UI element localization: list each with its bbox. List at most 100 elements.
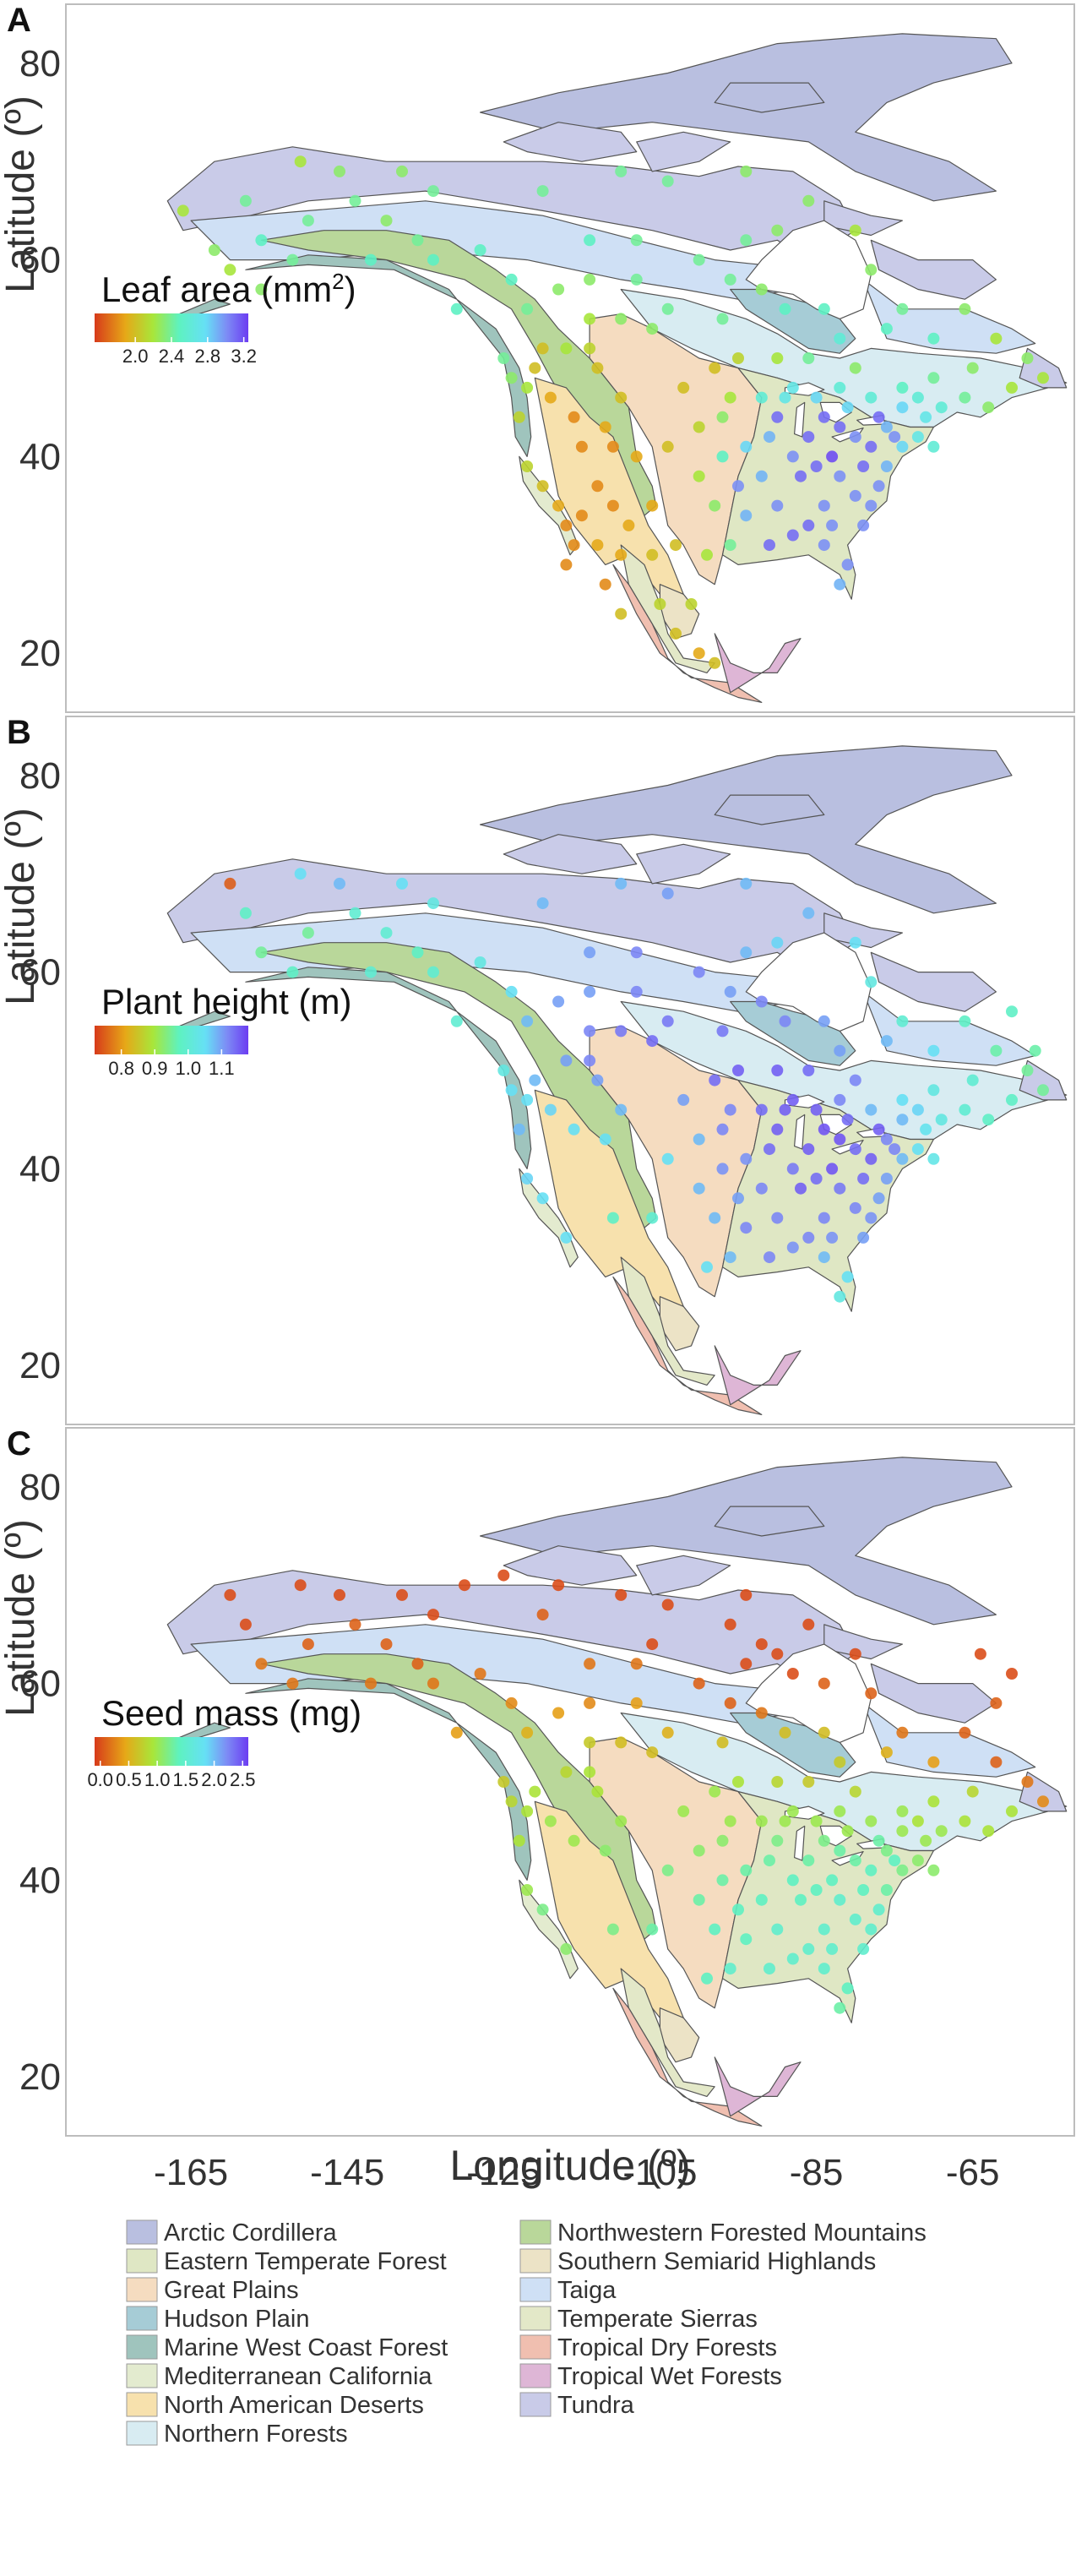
data-point: [529, 1074, 541, 1086]
data-point: [630, 273, 643, 286]
data-point: [513, 1123, 525, 1136]
legend-label: Tropical Wet Forests: [557, 2363, 782, 2390]
data-point: [396, 877, 408, 890]
data-point: [685, 598, 698, 610]
data-point: [584, 1766, 596, 1778]
data-point: [536, 342, 549, 355]
data-point: [661, 1598, 674, 1611]
data-point: [411, 946, 424, 959]
data-point: [865, 1687, 878, 1700]
legend-swatch: [519, 2306, 552, 2331]
data-point: [896, 381, 909, 394]
data-point: [834, 1093, 846, 1106]
data-point: [865, 499, 878, 512]
data-point: [818, 1123, 830, 1136]
data-point: [584, 313, 596, 325]
data-point: [630, 985, 643, 998]
data-point: [826, 1942, 839, 1955]
x-tick-label: -85: [790, 2152, 844, 2193]
data-point: [771, 1647, 784, 1660]
data-point: [615, 1103, 628, 1116]
data-point: [834, 1290, 846, 1303]
legend-item: Tundra: [519, 2392, 635, 2419]
region-tropical-dry-forests: [612, 1987, 763, 2127]
data-point: [716, 450, 729, 463]
region-northwestern-forested-mountains: [260, 230, 657, 516]
data-point: [802, 1618, 815, 1631]
colorbar-tick-label: 3.2: [231, 346, 257, 367]
data-point: [732, 1192, 744, 1205]
data-point: [724, 539, 736, 552]
legend-item: Eastern Temperate Forest: [126, 2248, 447, 2275]
data-point: [755, 1815, 768, 1827]
data-point: [927, 1044, 940, 1057]
colorbar-title: Seed mass (mg): [101, 1693, 361, 1733]
data-point: [505, 985, 518, 998]
data-point: [724, 391, 736, 404]
data-point: [786, 1874, 799, 1887]
data-point: [927, 332, 940, 345]
data-point: [716, 1736, 729, 1749]
data-point: [560, 1231, 573, 1244]
data-point: [661, 1864, 674, 1876]
y-tick-label: 60: [19, 240, 61, 281]
data-point: [497, 1776, 510, 1788]
data-point: [865, 264, 878, 276]
region-tropical-dry-forests: [612, 1276, 763, 1415]
data-point: [584, 273, 596, 286]
data-point: [474, 956, 486, 968]
data-point: [701, 548, 713, 561]
data-point: [732, 352, 744, 364]
x-tick-label: -165: [154, 2152, 228, 2193]
data-point: [224, 1588, 236, 1601]
data-point: [513, 1834, 525, 1847]
data-point: [982, 1825, 995, 1838]
data-point: [239, 194, 252, 207]
data-point: [513, 411, 525, 423]
data-point: [872, 480, 885, 493]
colorbar: Seed mass (mg) 0.0 0.5 1.0 1.5 2.0 2.5: [87, 1693, 361, 1790]
colorbar-tick-label: 2.0: [201, 1769, 227, 1790]
data-point: [693, 253, 705, 266]
data-point: [591, 480, 604, 493]
data-point: [732, 1776, 744, 1788]
data-point: [786, 1952, 799, 1965]
data-point: [459, 1579, 470, 1592]
data-point: [927, 1864, 940, 1876]
data-point: [474, 1668, 486, 1680]
data-point: [646, 548, 659, 561]
data-point: [591, 362, 604, 374]
legend-label: Great Plains: [164, 2277, 299, 2304]
data-point: [661, 302, 674, 315]
data-point: [521, 1015, 534, 1027]
data-point: [826, 450, 839, 463]
data-point: [1006, 1093, 1018, 1106]
region-tropical-wet-forests: [714, 2056, 802, 2117]
data-point: [630, 1658, 643, 1670]
data-point: [834, 1044, 846, 1057]
data-point: [584, 234, 596, 247]
data-point: [880, 421, 893, 433]
data-point: [896, 1864, 909, 1876]
data-point: [810, 1103, 823, 1116]
region-hudson-plain: [730, 1712, 856, 1778]
data-point: [865, 1212, 878, 1224]
data-point: [818, 1923, 830, 1936]
data-point: [889, 1143, 901, 1156]
data-point: [560, 558, 573, 571]
colorbar-title: Plant height (m): [101, 982, 351, 1021]
data-point: [693, 1182, 705, 1195]
data-point: [786, 1163, 799, 1175]
data-point: [966, 1785, 979, 1798]
data-point: [349, 1618, 361, 1631]
data-point: [896, 302, 909, 315]
data-point: [536, 480, 549, 493]
data-point: [990, 332, 1003, 345]
region-marine-west-coast-forest: [245, 1678, 532, 1881]
region-tropical-wet-forests: [714, 633, 802, 694]
data-point: [349, 907, 361, 919]
data-point: [865, 1103, 878, 1116]
data-point: [771, 352, 784, 364]
data-point: [896, 1015, 909, 1027]
data-point: [865, 391, 878, 404]
